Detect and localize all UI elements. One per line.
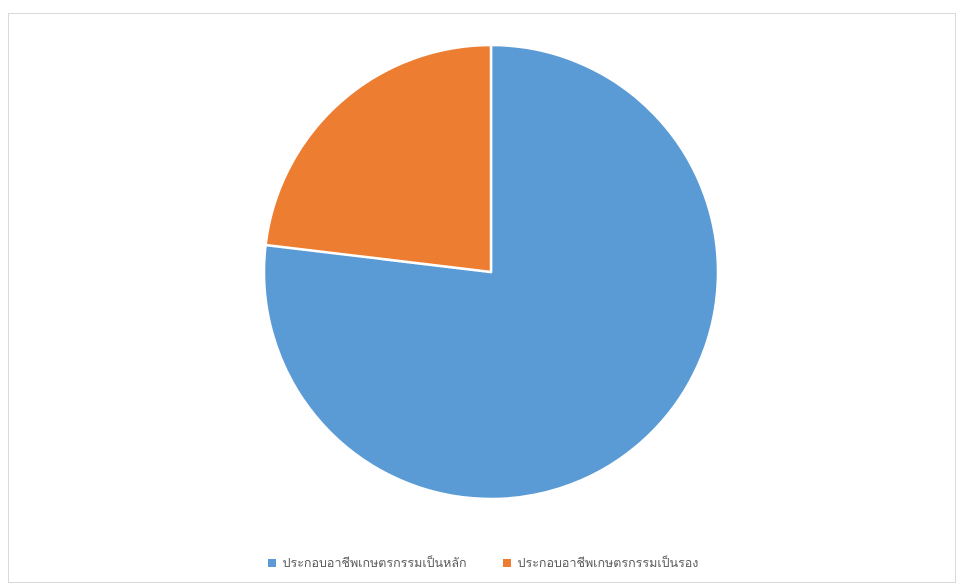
pie-slice-secondary	[264, 43, 493, 274]
legend-swatch-main	[267, 559, 276, 567]
legend-item-main: ประกอบอาชีพเกษตรกรรมเป็นหลัก	[267, 553, 467, 573]
legend-swatch-secondary	[502, 559, 511, 567]
chart-area: ประกอบอาชีพเกษตรกรรมเป็นหลัก ประกอบอาชีพ…	[8, 13, 956, 583]
legend-label-main: ประกอบอาชีพเกษตรกรรมเป็นหลัก	[282, 555, 467, 570]
legend-item-secondary: ประกอบอาชีพเกษตรกรรมเป็นรอง	[502, 553, 699, 573]
pie-slice-main	[262, 43, 720, 501]
legend-label-secondary: ประกอบอาชีพเกษตรกรรมเป็นรอง	[517, 555, 699, 570]
pie-slices	[262, 43, 720, 501]
legend: ประกอบอาชีพเกษตรกรรมเป็นหลัก ประกอบอาชีพ…	[9, 551, 957, 575]
pie-chart	[262, 43, 720, 501]
